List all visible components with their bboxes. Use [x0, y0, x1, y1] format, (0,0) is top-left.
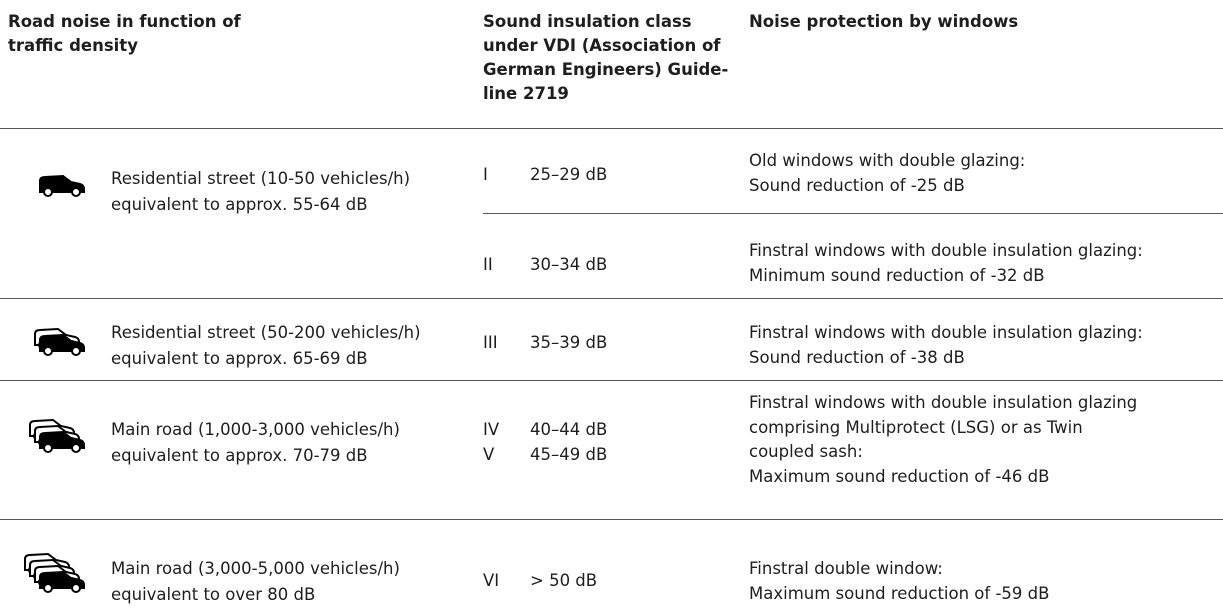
class-label: V [483, 445, 495, 464]
protection-text: Sound reduction of -25 dB [749, 175, 965, 195]
class-label: II [483, 255, 493, 274]
road-text: Main road (1,000-3,000 vehicles/h) [111, 420, 400, 439]
header-text: Sound insulation class [483, 12, 692, 31]
class-label: I [483, 165, 488, 184]
road-text: equivalent to approx. 70-79 dB [111, 446, 368, 465]
divider [0, 298, 1223, 299]
road-text: Residential street (50-200 vehicles/h) [111, 323, 421, 342]
road-text: equivalent to approx. 55-64 dB [111, 195, 368, 214]
protection-text: Sound reduction of -38 dB [749, 347, 965, 367]
header-text: line 2719 [483, 84, 569, 103]
protection-text: Minimum sound reduction of -32 dB [749, 265, 1045, 285]
divider [483, 213, 1223, 214]
car-icon [24, 552, 85, 593]
road-text: equivalent to over 80 dB [111, 585, 316, 604]
divider [0, 519, 1223, 520]
car-icon [29, 418, 85, 453]
class-range: 45–49 dB [530, 445, 608, 464]
road-text: equivalent to approx. 65-69 dB [111, 349, 368, 368]
divider [0, 128, 1223, 129]
protection-text: coupled sash: [749, 442, 863, 461]
road-text: Main road (3,000-5,000 vehicles/h) [111, 559, 400, 578]
class-range: > 50 dB [530, 571, 598, 590]
car-icon [34, 327, 85, 356]
protection-text: Maximum sound reduction of -46 dB [749, 466, 1050, 486]
divider [0, 380, 1223, 381]
protection-text: Finstral windows with double insulation … [749, 241, 1143, 260]
header-text: Road noise in function of [8, 12, 241, 31]
header-text: German Engineers) Guide- [483, 60, 729, 79]
car-icon [39, 174, 85, 197]
road-text: Residential street (10-50 vehicles/h) [111, 169, 411, 188]
protection-text: comprising Multiprotect (LSG) or as Twin [749, 417, 1083, 437]
header-text: under VDI (Association of [483, 36, 721, 55]
protection-text: Maximum sound reduction of -59 dB [749, 583, 1050, 603]
class-range: 35–39 dB [530, 333, 608, 352]
protection-text: Finstral windows with double insulation … [749, 323, 1143, 342]
class-range: 25–29 dB [530, 165, 608, 184]
class-range: 40–44 dB [530, 420, 608, 439]
header-text: traffic density [8, 36, 138, 55]
header-text: Noise protection by windows [749, 12, 1019, 31]
protection-text: Old windows with double glazing: [749, 151, 1026, 170]
class-range: 30–34 dB [530, 255, 608, 274]
class-label: IV [483, 420, 500, 439]
class-label: VI [483, 571, 500, 590]
protection-text: Finstral windows with double insulation … [749, 393, 1138, 412]
class-label: III [483, 333, 498, 352]
protection-text: Finstral double window: [749, 559, 943, 578]
